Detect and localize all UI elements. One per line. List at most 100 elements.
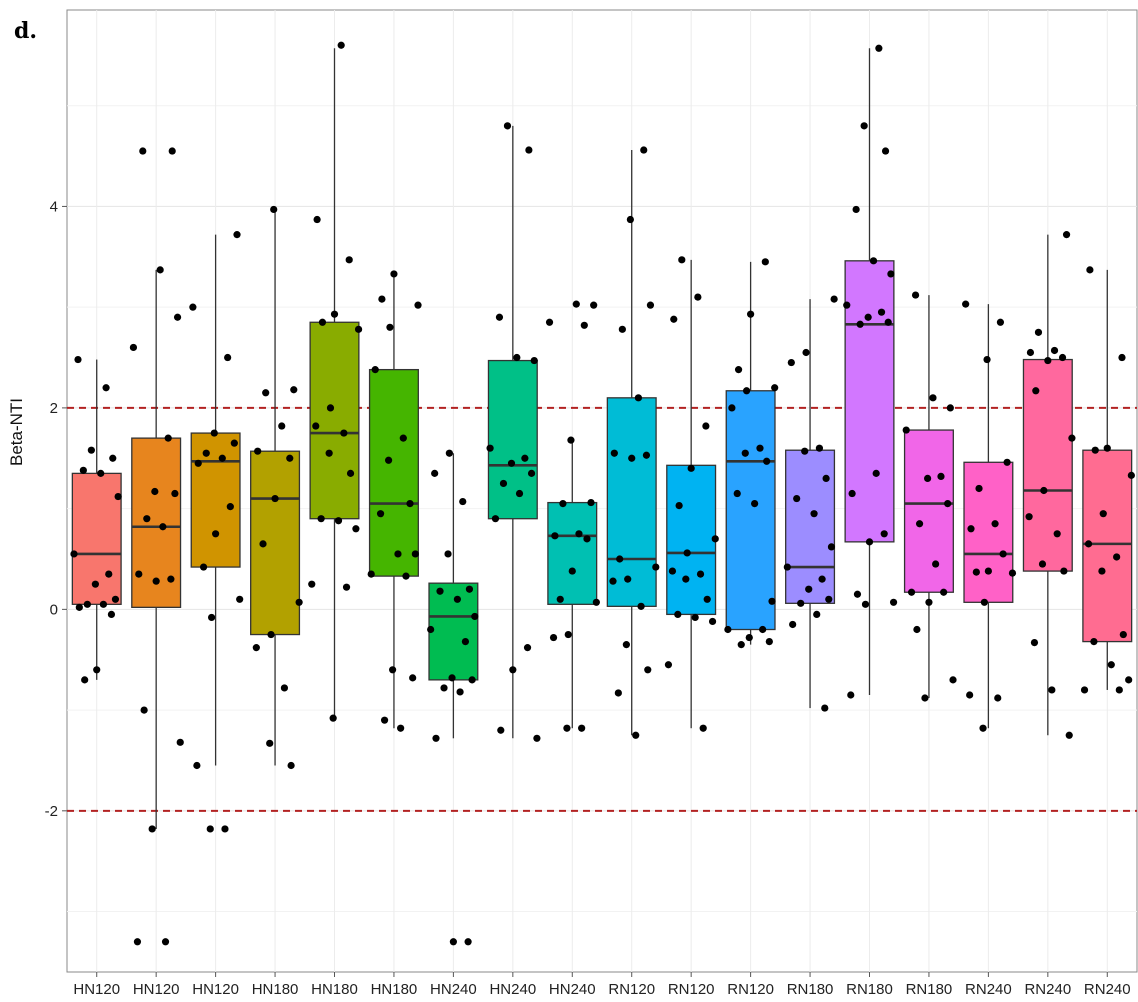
data-point bbox=[687, 464, 695, 472]
data-point bbox=[221, 825, 229, 833]
data-point bbox=[515, 489, 524, 498]
data-point bbox=[708, 617, 717, 626]
data-point bbox=[354, 325, 363, 333]
data-point bbox=[337, 41, 345, 49]
x-tick-label: RN120 bbox=[727, 981, 774, 998]
data-point bbox=[270, 205, 278, 214]
x-tick-label: RN180 bbox=[846, 981, 893, 998]
data-point bbox=[642, 451, 651, 459]
data-point bbox=[402, 572, 410, 580]
data-point bbox=[825, 595, 833, 603]
data-point bbox=[940, 588, 948, 596]
data-point bbox=[847, 691, 855, 699]
data-point bbox=[513, 353, 521, 362]
data-point bbox=[91, 580, 99, 588]
data-point bbox=[164, 434, 172, 442]
data-point bbox=[946, 404, 954, 412]
data-point bbox=[317, 515, 325, 523]
data-point bbox=[193, 761, 201, 770]
data-point bbox=[737, 641, 745, 649]
x-tick-label: HN180 bbox=[252, 981, 299, 998]
data-point bbox=[326, 404, 335, 412]
data-point bbox=[810, 510, 818, 518]
data-point bbox=[761, 258, 769, 266]
data-point bbox=[1050, 346, 1059, 355]
data-point bbox=[371, 366, 379, 374]
data-point bbox=[218, 454, 226, 462]
data-point bbox=[925, 598, 933, 606]
y-tick-label: 4 bbox=[50, 198, 58, 215]
data-point bbox=[765, 637, 773, 646]
data-point bbox=[860, 122, 868, 130]
box-body bbox=[368, 368, 419, 577]
box-body bbox=[309, 321, 360, 520]
data-point bbox=[486, 444, 494, 452]
data-point bbox=[644, 666, 652, 674]
box-5 bbox=[309, 48, 360, 719]
data-point bbox=[624, 575, 632, 583]
data-point bbox=[459, 497, 467, 506]
data-point bbox=[1118, 353, 1126, 362]
x-axis-ticks: HN120 HN120 HN120 HN180 HN180 HN180 HN240 HN240… bbox=[73, 972, 1131, 998]
data-point bbox=[742, 387, 751, 395]
data-point bbox=[254, 447, 262, 455]
data-point bbox=[75, 603, 83, 611]
data-point bbox=[632, 731, 640, 739]
box-4 bbox=[250, 209, 301, 766]
data-point bbox=[1080, 686, 1089, 694]
box-3 bbox=[190, 234, 241, 766]
data-point bbox=[979, 724, 987, 732]
data-point bbox=[1125, 676, 1133, 684]
data-point bbox=[161, 938, 170, 946]
data-point bbox=[399, 434, 407, 442]
data-point bbox=[575, 530, 583, 538]
data-point bbox=[634, 394, 643, 402]
data-point bbox=[789, 620, 797, 629]
data-point bbox=[1025, 513, 1033, 521]
data-point bbox=[495, 313, 504, 321]
data-point bbox=[414, 301, 422, 309]
data-point bbox=[74, 355, 82, 364]
data-point bbox=[694, 293, 702, 301]
data-point bbox=[549, 633, 558, 642]
data-point bbox=[70, 550, 78, 558]
data-point bbox=[572, 300, 580, 308]
data-point bbox=[109, 454, 117, 462]
data-point bbox=[887, 270, 895, 278]
data-point bbox=[390, 270, 398, 278]
data-point bbox=[1048, 686, 1056, 694]
data-point bbox=[618, 325, 626, 333]
data-point bbox=[793, 494, 801, 503]
data-point bbox=[907, 588, 916, 596]
data-point bbox=[578, 724, 586, 732]
box-body bbox=[250, 450, 301, 636]
data-point bbox=[902, 426, 910, 434]
data-point bbox=[884, 318, 892, 326]
box-16 bbox=[963, 304, 1014, 729]
data-point bbox=[330, 310, 339, 318]
data-point bbox=[189, 303, 197, 311]
data-point bbox=[628, 454, 636, 462]
data-point bbox=[312, 422, 320, 430]
data-point bbox=[533, 734, 541, 742]
data-point bbox=[880, 530, 888, 538]
data-point bbox=[468, 676, 476, 684]
data-point bbox=[507, 459, 516, 467]
data-point bbox=[559, 499, 567, 508]
data-point bbox=[972, 568, 980, 576]
data-point bbox=[583, 535, 591, 543]
data-point bbox=[87, 446, 95, 454]
y-axis-ticks: -2 0 2 4 bbox=[45, 198, 67, 820]
x-tick-label: RN240 bbox=[1084, 981, 1131, 998]
data-point bbox=[1115, 686, 1123, 694]
data-point bbox=[224, 353, 232, 362]
data-point bbox=[801, 447, 809, 455]
data-point bbox=[921, 694, 929, 702]
data-point bbox=[93, 666, 101, 674]
y-tick-label: -2 bbox=[45, 803, 58, 820]
data-point bbox=[497, 726, 505, 734]
x-tick-label: HN240 bbox=[489, 981, 536, 998]
data-point bbox=[527, 469, 536, 477]
data-point bbox=[616, 555, 624, 563]
data-point bbox=[1040, 486, 1048, 495]
